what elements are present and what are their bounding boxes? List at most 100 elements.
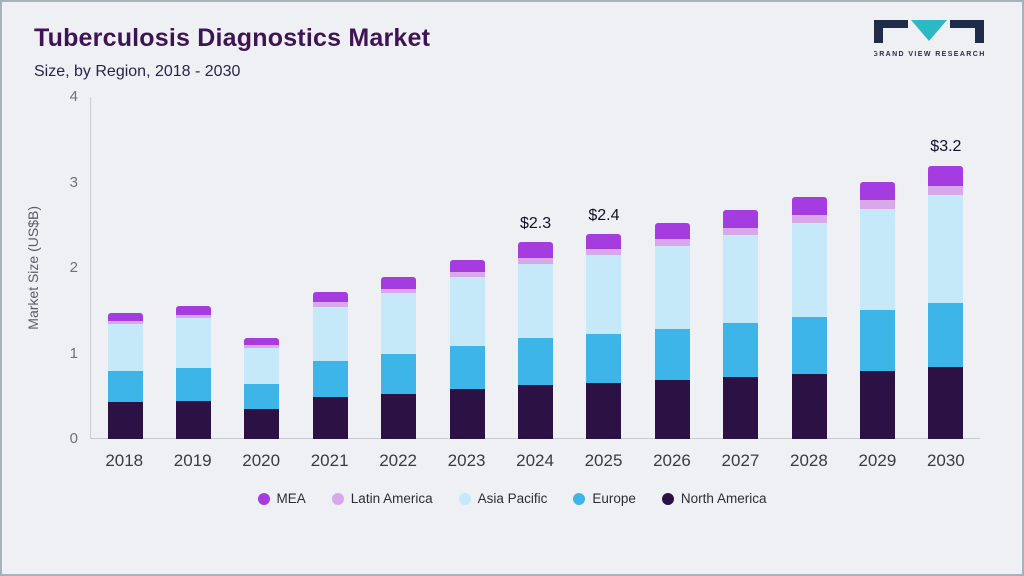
bar-column-2026: [638, 97, 706, 439]
y-tick-2: 2: [69, 259, 78, 276]
page-subtitle: Size, by Region, 2018 - 2030: [34, 63, 241, 80]
page-title: Tuberculosis Diagnostics Market: [34, 24, 431, 52]
bar-segment-europe-2020: [244, 384, 280, 410]
bar-stack-2027: [723, 209, 759, 439]
bar-segment-mea-2029: [859, 182, 895, 201]
header: Tuberculosis Diagnostics Market Size, by…: [2, 2, 1022, 81]
bar-segment-mea-2024: [518, 242, 554, 258]
bar-stack-2025: [586, 233, 622, 439]
bar-segment-asia-pacific-2028: [791, 222, 827, 317]
bar-segment-asia-pacific-2022: [381, 292, 417, 355]
bar-segment-mea-2028: [791, 196, 827, 215]
bar-stack-2022: [381, 276, 417, 439]
legend-dot-asia-pacific: [458, 492, 471, 505]
bar-column-2018: [91, 97, 159, 439]
bar-segment-latin-america-2019: [176, 315, 212, 319]
bar-column-2021: [296, 97, 364, 439]
x-axis: 2018 2019 2020 2021 2022 2023 2024 2025 2026 2027…: [90, 451, 980, 471]
bar-segment-europe-2027: [723, 322, 759, 378]
bar-segment-north-america-2023: [449, 389, 485, 439]
bar-segment-latin-america-2026: [654, 239, 690, 246]
x-label-2029: 2029: [858, 451, 897, 470]
bar-segment-asia-pacific-2023: [449, 277, 485, 346]
bar-column-2029: [843, 97, 911, 439]
legend-item-latin-america: Latin America: [331, 491, 433, 506]
grand-view-research-logo: GRAND VIEW RESEARCH: [874, 18, 984, 62]
x-label-2025: 2025: [584, 451, 623, 470]
bar-segment-asia-pacific-2021: [312, 306, 348, 362]
bar-segment-europe-2019: [176, 368, 212, 401]
x-label-2024: 2024: [516, 451, 554, 470]
bar-column-2025: $2.4: [570, 97, 638, 439]
bar-segment-mea-2021: [312, 291, 348, 303]
bar-segment-mea-2020: [244, 338, 280, 345]
x-label-2020: 2020: [242, 451, 281, 470]
bar-segment-north-america-2028: [791, 374, 827, 439]
bar-column-2024: $2.3: [501, 97, 569, 439]
bar-stack-2018: [107, 313, 143, 439]
y-axis: 0 1 2 3 4: [48, 88, 90, 447]
bar-segment-mea-2019: [176, 306, 212, 316]
bar-segment-europe-2025: [586, 333, 622, 383]
bar-stack-2021: [312, 291, 348, 439]
logo-text: GRAND VIEW RESEARCH: [874, 51, 984, 58]
bar-segment-latin-america-2021: [312, 302, 348, 307]
bar-column-2030: $3.2: [912, 97, 980, 439]
data-label-2025: $2.4: [588, 206, 620, 224]
data-label-2024: $2.3: [519, 215, 552, 233]
bar-segment-north-america-2020: [244, 409, 280, 439]
bar-segment-asia-pacific-2018: [107, 324, 143, 372]
bar-segment-latin-america-2027: [723, 227, 759, 235]
bar-segment-north-america-2022: [381, 393, 417, 439]
y-tick-3: 3: [69, 173, 78, 191]
bar-segment-europe-2030: [928, 303, 964, 368]
legend-item-north-america: North America: [661, 491, 767, 506]
bar-segment-latin-america-2020: [244, 344, 280, 348]
legend-label-latin-america: Latin America: [350, 491, 433, 506]
bar-segment-asia-pacific-2024: [518, 263, 554, 339]
x-label-2023: 2023: [447, 451, 486, 470]
bar-segment-europe-2022: [381, 354, 417, 394]
bar-segment-north-america-2027: [723, 377, 759, 439]
bar-segment-asia-pacific-2030: [928, 195, 964, 304]
bar-segment-north-america-2019: [176, 400, 212, 439]
bar-segment-mea-2030: [928, 165, 964, 187]
bar-column-2027: [707, 97, 775, 439]
legend-dot-north-america: [661, 492, 674, 505]
bar-segment-latin-america-2029: [859, 200, 895, 210]
legend-label-asia-pacific: Asia Pacific: [477, 491, 548, 506]
bar-segment-latin-america-2023: [449, 272, 485, 278]
legend: MEA Latin America Asia Pacific Europe North …: [2, 491, 1022, 506]
x-label-2018: 2018: [105, 451, 144, 470]
bar-segment-asia-pacific-2027: [723, 234, 759, 323]
y-axis-label: Market Size (US$B): [25, 206, 41, 330]
legend-dot-mea: [257, 492, 270, 505]
bar-column-2020: [228, 97, 296, 439]
bar-stack-2026: [654, 222, 690, 439]
legend-label-europe: Europe: [592, 491, 636, 506]
bar-segment-europe-2026: [654, 328, 690, 380]
bar-stack-2028: [791, 196, 827, 439]
y-tick-4: 4: [69, 88, 78, 105]
bar-column-2028: [775, 97, 843, 439]
bar-segment-mea-2023: [449, 259, 485, 273]
x-label-2021: 2021: [310, 451, 349, 470]
y-axis-label-wrap: Market Size (US$B): [18, 97, 48, 439]
bar-stack-2030: [928, 165, 964, 439]
bar-segment-europe-2024: [518, 338, 554, 386]
x-label-2027: 2027: [721, 451, 760, 470]
chart-area: Market Size (US$B) 0 1 2 3 4 $2.3 $2.4 $3.2 20…: [2, 88, 1022, 471]
bar-segment-europe-2028: [791, 316, 827, 374]
bar-segment-mea-2025: [586, 233, 622, 250]
bar-segment-latin-america-2024: [518, 257, 554, 264]
y-tick-0: 0: [69, 430, 78, 447]
bar-segment-north-america-2025: [586, 382, 622, 439]
x-label-2026: 2026: [653, 451, 691, 470]
bar-segment-mea-2022: [381, 276, 417, 289]
bar-segment-europe-2018: [107, 371, 143, 403]
bar-column-2019: [159, 97, 227, 439]
legend-label-north-america: North America: [680, 491, 767, 506]
data-label-2030: $3.2: [930, 138, 962, 156]
x-label-2028: 2028: [790, 451, 828, 470]
